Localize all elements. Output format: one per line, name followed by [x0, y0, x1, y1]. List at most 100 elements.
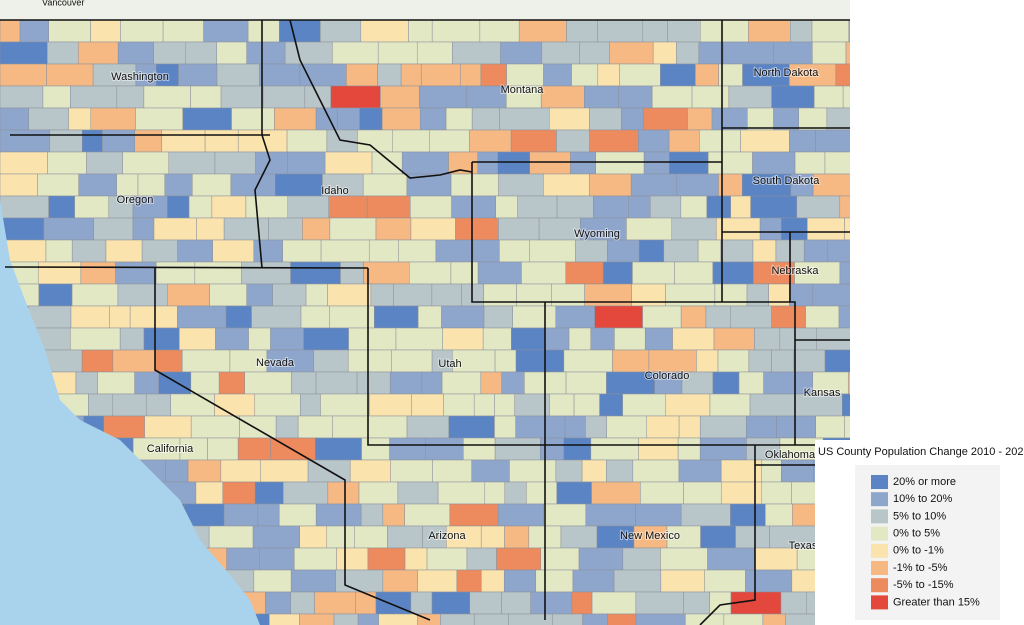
- county: [473, 613, 509, 625]
- county: [730, 195, 751, 219]
- county: [749, 393, 796, 417]
- county: [621, 107, 644, 131]
- county: [282, 481, 329, 505]
- county: [397, 481, 439, 505]
- county: [329, 217, 377, 241]
- county: [635, 613, 686, 625]
- county: [441, 305, 485, 329]
- legend-swatch: [871, 578, 888, 593]
- legend-label: 0% to -1%: [893, 545, 944, 557]
- county: [602, 261, 633, 285]
- border: [289, 19, 473, 179]
- county: [698, 41, 724, 65]
- county: [709, 591, 732, 615]
- county: [815, 129, 850, 153]
- county: [190, 415, 240, 439]
- county: [143, 85, 191, 109]
- county: [327, 481, 360, 505]
- county: [480, 525, 505, 549]
- county: [132, 217, 155, 241]
- county: [225, 305, 252, 329]
- county: [669, 151, 709, 175]
- county: [723, 41, 774, 65]
- county: [480, 569, 505, 593]
- county: [618, 85, 653, 109]
- county: [211, 195, 247, 219]
- county: [535, 569, 574, 593]
- county: [355, 591, 377, 615]
- county: [268, 217, 303, 241]
- county: [170, 393, 215, 417]
- county: [404, 503, 451, 527]
- county: [320, 393, 370, 417]
- county: [410, 195, 452, 219]
- county: [543, 503, 587, 527]
- county: [360, 20, 409, 43]
- county: [164, 173, 193, 197]
- county: [349, 459, 391, 483]
- county: [223, 503, 259, 527]
- county: [455, 217, 499, 241]
- county: [699, 415, 747, 439]
- county: [226, 547, 260, 571]
- county: [274, 107, 317, 131]
- county: [632, 459, 680, 483]
- county: [728, 85, 772, 109]
- county: [380, 85, 420, 109]
- county: [676, 41, 700, 65]
- county: [683, 591, 710, 615]
- county: [0, 63, 47, 87]
- county: [644, 327, 673, 351]
- county: [155, 261, 196, 285]
- county: [827, 239, 850, 263]
- county: [566, 20, 598, 43]
- county: [613, 569, 662, 593]
- county: [143, 327, 180, 351]
- county: [711, 107, 748, 131]
- county: [494, 415, 516, 439]
- county: [109, 305, 131, 329]
- county: [382, 569, 418, 593]
- county: [0, 20, 21, 43]
- county: [332, 415, 369, 439]
- state-label: Wyoming: [574, 228, 620, 240]
- county: [374, 305, 419, 329]
- county: [594, 305, 643, 329]
- county: [357, 613, 379, 625]
- county: [632, 261, 675, 285]
- county: [677, 437, 701, 461]
- county: [290, 591, 315, 615]
- county: [842, 393, 850, 417]
- county: [570, 151, 596, 175]
- county: [826, 107, 850, 131]
- county: [543, 173, 590, 197]
- county: [286, 129, 328, 153]
- county: [477, 261, 522, 285]
- county: [359, 107, 383, 131]
- county: [614, 327, 646, 351]
- county: [619, 63, 661, 87]
- county: [469, 591, 502, 615]
- county: [389, 371, 423, 395]
- county: [190, 85, 222, 109]
- county: [643, 151, 670, 175]
- county: [835, 63, 850, 87]
- county: [70, 85, 118, 109]
- county: [371, 151, 403, 175]
- county: [253, 239, 283, 263]
- county: [275, 415, 299, 439]
- county: [122, 151, 170, 175]
- county: [626, 217, 673, 241]
- county: [387, 525, 423, 549]
- county: [503, 569, 537, 593]
- county: [678, 459, 722, 483]
- county: [356, 371, 391, 395]
- county: [68, 107, 92, 131]
- border: [471, 162, 790, 303]
- border: [699, 445, 756, 625]
- county: [117, 41, 154, 65]
- county: [0, 151, 48, 175]
- county-layer: [0, 20, 850, 625]
- county: [81, 129, 103, 153]
- county: [190, 371, 220, 395]
